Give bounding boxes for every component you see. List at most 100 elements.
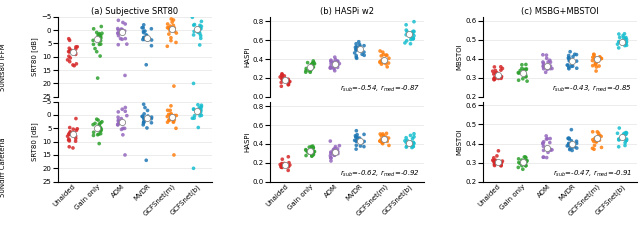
Point	[513, 157, 524, 161]
Point	[167, 20, 177, 24]
Point	[621, 40, 631, 44]
Point	[95, 54, 105, 58]
Point	[72, 45, 83, 49]
Point	[518, 71, 529, 75]
Point	[146, 27, 156, 31]
Point	[401, 33, 412, 37]
Point	[542, 137, 552, 141]
Point	[171, 126, 181, 130]
Point	[117, 120, 127, 124]
Point	[596, 57, 606, 60]
Point	[381, 135, 391, 139]
Point	[355, 48, 365, 51]
Point	[308, 149, 319, 153]
Point	[381, 53, 391, 57]
Point	[621, 41, 631, 45]
Point	[497, 66, 508, 70]
Point	[490, 69, 500, 72]
Point	[71, 117, 81, 120]
Point	[195, 114, 205, 118]
Point	[326, 60, 336, 63]
Point	[117, 28, 127, 32]
Point	[568, 143, 578, 147]
Point	[497, 159, 508, 163]
Point	[566, 139, 577, 143]
Point	[284, 79, 294, 83]
Point	[518, 77, 528, 81]
Point	[353, 136, 363, 140]
Point	[308, 146, 318, 150]
Point	[514, 161, 524, 164]
Point	[116, 120, 126, 124]
Point	[595, 55, 605, 59]
Point	[139, 36, 149, 40]
Point	[541, 65, 551, 68]
Point	[596, 57, 607, 60]
Point	[407, 32, 417, 36]
Point	[277, 73, 287, 76]
Point	[189, 23, 200, 27]
Point	[519, 69, 529, 73]
Point	[621, 42, 631, 46]
Point	[196, 106, 206, 110]
Point	[304, 145, 314, 149]
Point	[490, 65, 500, 69]
Point	[567, 148, 577, 152]
Point	[545, 147, 556, 151]
Point	[490, 77, 500, 81]
Point	[162, 44, 172, 48]
Point	[620, 37, 630, 41]
Point	[351, 55, 362, 59]
Point	[113, 32, 124, 35]
Point	[409, 132, 419, 136]
Point	[139, 36, 149, 39]
Point	[326, 156, 336, 160]
Point	[538, 140, 548, 144]
Point	[147, 121, 157, 125]
Point	[351, 143, 362, 147]
Point	[488, 69, 498, 73]
Point	[326, 66, 336, 70]
Point	[305, 149, 316, 153]
Point	[521, 74, 531, 78]
Point	[139, 23, 149, 27]
Point	[620, 44, 630, 48]
Point	[120, 74, 130, 77]
Point	[614, 126, 625, 130]
Point	[165, 27, 175, 30]
Point	[329, 149, 339, 153]
Point	[522, 79, 532, 83]
Point	[308, 61, 319, 65]
Point	[301, 70, 311, 74]
Point	[189, 107, 199, 111]
Point	[621, 131, 631, 135]
Point	[325, 66, 335, 70]
Point	[69, 131, 79, 135]
Point	[375, 139, 385, 143]
Point	[490, 163, 500, 166]
Point	[620, 133, 630, 136]
Point	[614, 46, 624, 50]
Point	[145, 116, 155, 120]
Point	[164, 118, 174, 122]
Point	[95, 126, 106, 130]
Point	[65, 48, 76, 52]
Point	[169, 84, 179, 88]
Point	[618, 133, 628, 137]
Point	[145, 37, 155, 41]
Point	[588, 64, 598, 68]
Point	[162, 115, 172, 119]
Point	[333, 63, 343, 67]
Point	[516, 158, 527, 162]
Point	[405, 42, 415, 46]
Point	[521, 75, 531, 79]
Point	[138, 102, 148, 106]
Point	[538, 65, 548, 69]
Point	[538, 60, 548, 64]
Point	[63, 37, 74, 41]
Point	[139, 36, 149, 39]
Point	[522, 160, 532, 163]
Point	[120, 37, 131, 41]
Point	[330, 145, 340, 149]
Point	[194, 111, 204, 115]
